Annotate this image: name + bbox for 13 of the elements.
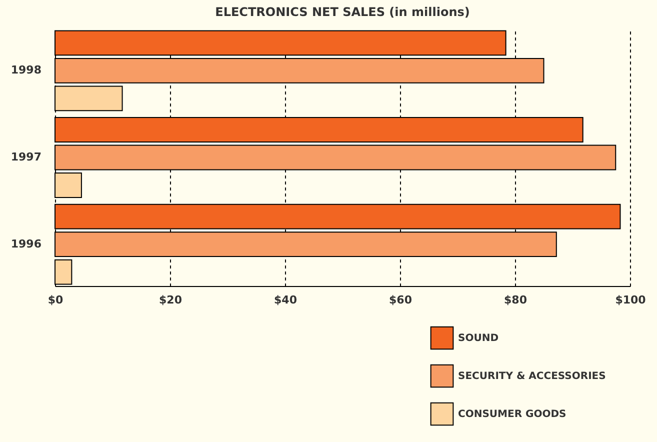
y-tick-label: 1998: [10, 64, 42, 77]
y-tick-label: 1996: [10, 237, 42, 250]
legend-label: SECURITY & ACCESSORIES: [458, 371, 606, 382]
x-tick-label: $20: [159, 294, 182, 306]
x-tick-label: $80: [504, 294, 528, 306]
x-tick-label: $100: [615, 294, 646, 306]
legend-label: SOUND: [458, 333, 498, 344]
x-tick-label: $60: [389, 294, 412, 306]
x-tick-label: $0: [48, 294, 64, 306]
legend-label: CONSUMER GOODS: [458, 409, 566, 420]
x-tick-label: $40: [274, 294, 298, 306]
y-tick-label: 1997: [10, 150, 42, 164]
chart-title: ELECTRONICS NET SALES (in millions): [215, 5, 470, 19]
